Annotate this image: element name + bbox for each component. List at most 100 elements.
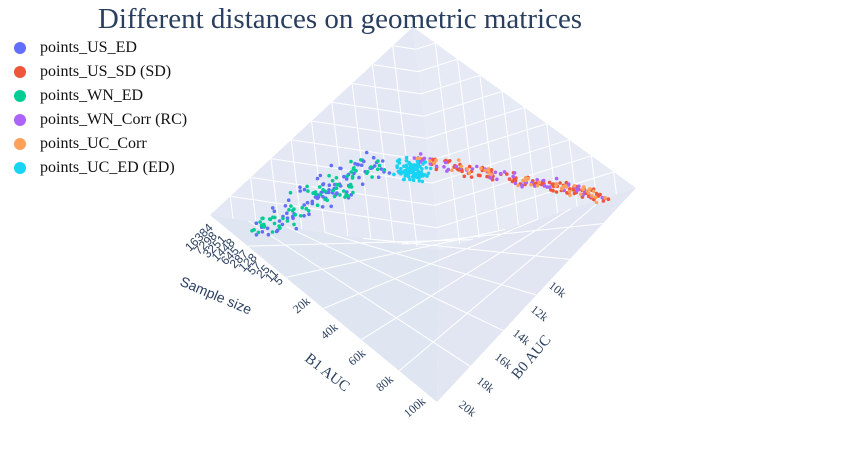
grid-line xyxy=(426,107,525,139)
data-point xyxy=(488,176,493,180)
data-point xyxy=(307,212,311,217)
data-point xyxy=(507,177,512,181)
data-point xyxy=(493,170,498,175)
grid-line xyxy=(546,123,559,213)
data-point xyxy=(541,178,546,183)
data-point xyxy=(356,162,361,167)
grid-line xyxy=(372,64,419,73)
y-tick-label: 80k xyxy=(373,372,396,394)
data-point xyxy=(465,167,469,171)
data-point xyxy=(434,158,438,163)
data-point xyxy=(286,198,291,202)
data-point xyxy=(285,219,290,223)
data-point xyxy=(406,166,411,171)
legend-item-uc-ed[interactable]: points_UC_ED (ED) xyxy=(8,156,187,180)
data-point xyxy=(428,166,433,171)
legend-marker xyxy=(14,114,26,126)
data-point xyxy=(407,160,411,165)
data-point xyxy=(289,204,293,208)
legend-item-wn-corr[interactable]: points_WN_Corr (RC) xyxy=(8,108,187,132)
data-point xyxy=(274,229,279,234)
data-point xyxy=(258,220,262,224)
data-point xyxy=(409,163,414,168)
data-point xyxy=(454,164,459,169)
legend-label: points_US_SD (SD) xyxy=(40,63,172,80)
grid-line xyxy=(392,45,416,50)
data-point xyxy=(593,195,598,200)
data-point xyxy=(591,189,596,194)
data-point xyxy=(315,176,320,181)
data-point xyxy=(285,216,290,220)
data-point xyxy=(277,219,282,223)
data-point xyxy=(554,176,559,181)
x-tick-label: 12k xyxy=(528,302,551,324)
data-point xyxy=(588,187,592,191)
data-point xyxy=(265,226,270,231)
grid-line xyxy=(524,107,539,220)
data-point xyxy=(278,226,282,230)
data-point xyxy=(566,182,571,186)
data-point xyxy=(351,190,355,195)
grid-line xyxy=(431,139,570,184)
data-point xyxy=(516,183,520,188)
data-point xyxy=(424,166,429,170)
data-point xyxy=(523,175,528,180)
data-point xyxy=(420,179,425,184)
data-point xyxy=(432,161,437,165)
data-point xyxy=(397,158,402,162)
data-point xyxy=(467,171,472,175)
data-point xyxy=(502,170,507,174)
data-point xyxy=(567,189,572,194)
data-point xyxy=(338,193,342,197)
data-point xyxy=(314,192,318,196)
data-point xyxy=(417,175,421,180)
grid-line xyxy=(250,177,257,223)
x-tick-label: 20k xyxy=(456,397,479,419)
data-point xyxy=(422,156,427,161)
data-point xyxy=(344,192,349,197)
data-point xyxy=(359,158,363,162)
data-point xyxy=(268,217,273,222)
data-point xyxy=(406,172,410,177)
data-point xyxy=(402,177,407,182)
data-point xyxy=(281,216,285,221)
data-point xyxy=(601,199,606,203)
grid-line xyxy=(311,120,326,233)
data-point xyxy=(428,161,433,166)
grid-line xyxy=(230,195,438,229)
data-point xyxy=(564,185,569,189)
x-tick-label: 10k xyxy=(546,278,569,300)
data-point xyxy=(332,194,337,199)
z-axis-title: Sample size xyxy=(178,273,255,318)
data-point xyxy=(467,164,472,169)
legend-item-uc-corr[interactable]: points_UC_Corr xyxy=(8,132,187,156)
data-point xyxy=(316,195,321,199)
data-point xyxy=(345,174,350,178)
legend-item-us-ed[interactable]: points_US_ED xyxy=(8,36,187,60)
data-point xyxy=(487,171,491,175)
data-point xyxy=(489,168,494,172)
y-tick-label: 60k xyxy=(345,346,368,368)
data-point xyxy=(415,159,420,164)
data-point xyxy=(512,171,517,175)
data-point xyxy=(280,222,285,227)
data-point xyxy=(545,185,549,189)
data-point xyxy=(450,168,454,173)
floor-left xyxy=(210,215,440,402)
data-point xyxy=(379,167,384,171)
data-point xyxy=(595,192,599,197)
data-point xyxy=(290,214,295,219)
data-point xyxy=(259,223,264,228)
data-point xyxy=(418,159,423,164)
data-point xyxy=(417,178,422,183)
data-point xyxy=(306,189,310,193)
chart-title: Different distances on geometric matrice… xyxy=(97,3,583,35)
data-point xyxy=(359,163,364,167)
data-point xyxy=(411,178,416,182)
legend-item-us-sd[interactable]: points_US_SD (SD) xyxy=(8,60,187,84)
grid-line xyxy=(479,75,500,232)
data-point xyxy=(272,209,277,214)
legend-item-wn-ed[interactable]: points_WN_ED xyxy=(8,84,187,108)
data-point xyxy=(513,181,518,186)
